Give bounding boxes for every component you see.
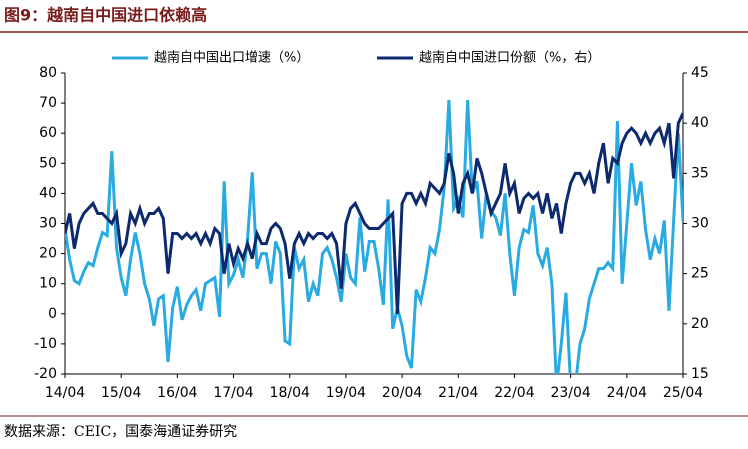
chart-title: 图9：越南自中国进口依赖高: [4, 6, 207, 25]
x-tick-label: 23/04: [550, 385, 590, 401]
y2-tick-label: 35: [691, 165, 709, 181]
x-tick-label: 16/04: [157, 385, 197, 401]
line: [65, 100, 683, 374]
source: 数据来源：CEIC，国泰海通证券研究: [4, 424, 237, 440]
y2-tick-label: 15: [691, 366, 709, 382]
y-tick-label: -10: [34, 336, 57, 352]
y-tick-label: 30: [39, 216, 57, 232]
x-tick-label: 17/04: [213, 385, 253, 401]
x-tick-label: 21/04: [438, 385, 478, 401]
x-tick-label: 25/04: [663, 385, 703, 401]
legend-label: 越南自中国进口份额（%，右）: [419, 50, 600, 66]
y-tick-label: 10: [39, 276, 57, 292]
x-tick-label: 20/04: [382, 385, 422, 401]
y-tick-label: 0: [48, 306, 57, 322]
y-tick-label: 20: [39, 246, 57, 262]
x-tick-label: 18/04: [270, 385, 310, 401]
y-tick-label: 70: [39, 95, 57, 111]
x-tick-label: 22/04: [494, 385, 534, 401]
y2-tick-label: 25: [691, 266, 709, 282]
legend-label: 越南自中国出口增速（%）: [154, 50, 309, 66]
y-tick-label: 80: [39, 65, 57, 81]
y2-tick-label: 45: [691, 65, 709, 81]
y2-tick-label: 30: [691, 216, 709, 232]
y-tick-label: -20: [34, 366, 57, 382]
line: [65, 112, 683, 314]
x-tick-label: 15/04: [101, 385, 141, 401]
y-tick-label: 40: [39, 185, 57, 201]
x-tick-label: 24/04: [607, 385, 647, 401]
y2-tick-label: 20: [691, 316, 709, 332]
x-tick-label: 14/04: [45, 385, 85, 401]
y2-tick-label: 40: [691, 115, 709, 131]
y-tick-label: 50: [39, 155, 57, 171]
x-tick-label: 19/04: [326, 385, 366, 401]
y-tick-label: 60: [39, 125, 57, 141]
